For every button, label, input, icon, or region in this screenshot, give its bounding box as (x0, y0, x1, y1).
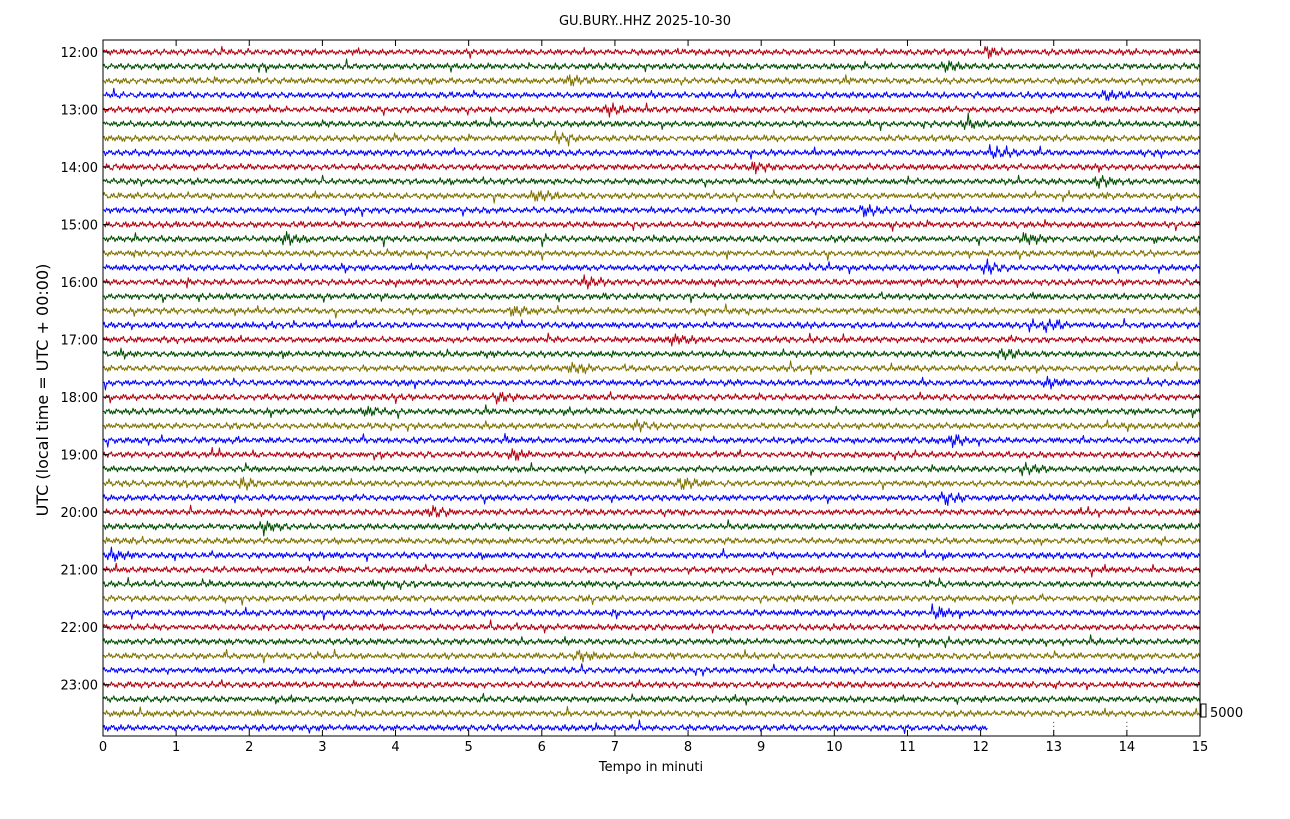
plot-frame (102, 39, 1201, 737)
x-tick-label: 3 (318, 740, 326, 755)
x-tick-label: 7 (611, 740, 619, 755)
seismic-trace (102, 102, 1201, 118)
y-tick-label: 14:00 (61, 161, 98, 176)
seismic-trace (102, 274, 1201, 290)
seismic-trace (102, 476, 1201, 491)
seismic-trace (102, 318, 1201, 334)
seismic-trace (102, 706, 1201, 719)
seismic-trace (102, 719, 988, 735)
seismic-trace (102, 619, 1201, 634)
y-tick-label: 13:00 (61, 104, 98, 119)
seismic-trace (102, 291, 1201, 304)
y-axis-label: UTC (local time = UTC + 00:00) (33, 264, 52, 517)
grid-lines (1053, 721, 1128, 736)
seismic-trace (102, 535, 1201, 546)
seismic-trace (102, 634, 1201, 649)
seismic-trace (102, 74, 1201, 87)
seismic-trace (102, 404, 1201, 419)
amplitude-scale-bar: 5000 (1200, 703, 1243, 721)
seismic-trace (102, 161, 1201, 175)
axis-ticks: 0 1 2 3 4 5 6 7 8 9 10 11 12 13 14 1512:0013:0014:0015:… (61, 40, 1209, 755)
seismic-trace (102, 375, 1201, 391)
y-tick-label: 17:00 (61, 334, 98, 349)
seismic-trace (102, 87, 1201, 101)
seismic-trace (102, 174, 1201, 189)
x-tick-label: 0 (99, 740, 107, 755)
x-tick-label: 5 (465, 740, 473, 755)
seismic-trace (102, 562, 1201, 578)
x-axis-label: Tempo in minuti (598, 760, 703, 775)
y-tick-label: 15:00 (61, 219, 98, 234)
x-tick-label: 15 (1192, 740, 1209, 755)
seismic-trace (102, 663, 1201, 677)
seismic-trace (102, 504, 1201, 518)
seismic-trace (102, 648, 1201, 664)
x-tick-label: 12 (972, 740, 989, 755)
chart-title: GU.BURY..HHZ 2025-10-30 (559, 14, 731, 29)
x-tick-label: 2 (245, 740, 253, 755)
seismic-trace (102, 576, 1201, 590)
x-tick-label: 11 (899, 740, 916, 755)
seismic-trace (102, 391, 1201, 405)
seismic-trace (102, 248, 1201, 261)
x-tick-label: 1 (172, 740, 180, 755)
y-tick-label: 21:00 (61, 564, 98, 579)
x-tick-label: 10 (826, 740, 843, 755)
x-tick-label: 9 (757, 740, 765, 755)
x-tick-label: 4 (391, 740, 399, 755)
seismic-trace (102, 546, 1201, 563)
x-tick-label: 8 (684, 740, 692, 755)
seismic-trace (102, 303, 1201, 319)
seismic-trace (102, 144, 1201, 160)
y-tick-label: 23:00 (61, 679, 98, 694)
seismic-trace (102, 231, 1201, 248)
seismic-trace (102, 432, 1201, 449)
seismic-trace (102, 461, 1201, 477)
seismic-trace (102, 130, 1201, 147)
seismic-trace (102, 360, 1201, 375)
seismic-traces (102, 45, 1201, 735)
y-tick-label: 16:00 (61, 276, 98, 291)
x-tick-label: 14 (1119, 740, 1136, 755)
seismic-trace (102, 603, 1201, 621)
scale-label: 5000 (1210, 706, 1243, 721)
scale-bracket (1200, 703, 1207, 718)
seismic-trace (102, 204, 1201, 218)
seismic-trace (102, 491, 1201, 507)
x-tick-label: 13 (1045, 740, 1062, 755)
y-tick-label: 12:00 (61, 46, 98, 61)
y-tick-label: 18:00 (61, 391, 98, 406)
seismic-trace (102, 679, 1201, 691)
seismic-trace (102, 418, 1201, 433)
seismic-trace (102, 447, 1201, 461)
seismic-trace (102, 519, 1201, 537)
seismic-trace (102, 347, 1201, 361)
seismic-trace (102, 58, 1201, 73)
seismic-trace (102, 258, 1201, 275)
seismic-trace (102, 332, 1201, 347)
seismic-trace (102, 112, 1201, 131)
y-tick-label: 19:00 (61, 449, 98, 464)
seismic-trace (103, 219, 1201, 232)
y-tick-label: 22:00 (61, 621, 98, 636)
seismic-trace (102, 45, 1201, 59)
seismic-trace (102, 692, 1201, 706)
x-tick-label: 6 (538, 740, 546, 755)
y-tick-label: 20:00 (61, 506, 98, 521)
seismic-trace (102, 189, 1201, 204)
seismic-trace (102, 593, 1201, 606)
